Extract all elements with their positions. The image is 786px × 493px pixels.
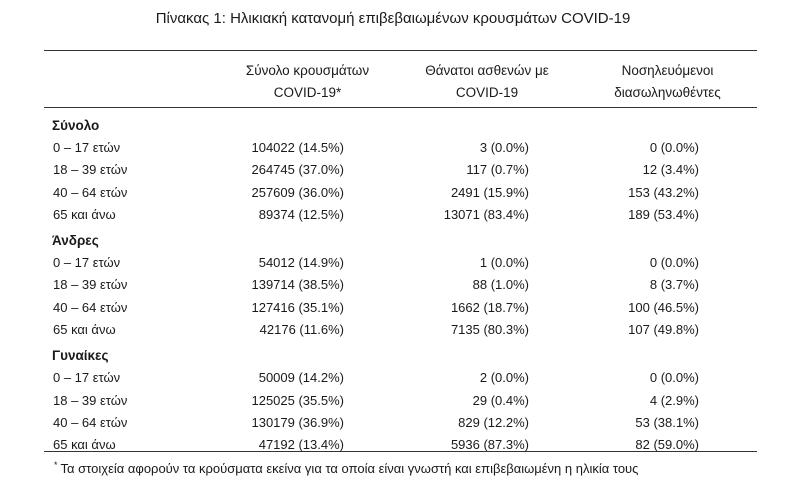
table-row: 65 και άνω 47192 (13.4%) 5936 (87.3%) 82 (5… bbox=[44, 434, 757, 456]
deaths-cell: 88 (1.0%) bbox=[472, 277, 529, 293]
age-group-cell: 65 και άνω bbox=[53, 206, 116, 222]
intubated-cell: 4 (2.9%) bbox=[649, 392, 699, 408]
bottom-rule bbox=[44, 451, 757, 452]
deaths-cell: 2491 (15.9%) bbox=[450, 184, 529, 200]
total-cases-cell: 50009 (14.2%) bbox=[258, 370, 344, 386]
header-total-cases-line2: COVID-19* bbox=[273, 85, 342, 100]
total-cases-cell: 54012 (14.9%) bbox=[258, 255, 344, 271]
deaths-cell: 5936 (87.3%) bbox=[450, 437, 529, 453]
intubated-cell: 82 (59.0%) bbox=[635, 437, 699, 453]
header-deaths: Θάνατοι ασθενών με COVID-19 bbox=[392, 60, 582, 104]
total-cases-cell: 130179 (36.9%) bbox=[251, 414, 344, 430]
total-cases-cell: 127416 (35.1%) bbox=[251, 299, 344, 315]
total-cases-cell: 257609 (36.0%) bbox=[251, 184, 344, 200]
header-intubated-line2: διασωληνωθέντες bbox=[614, 85, 721, 100]
intubated-cell: 189 (53.4%) bbox=[628, 206, 699, 222]
group-label: Γυναίκες bbox=[52, 348, 109, 364]
age-group-cell: 18 – 39 ετών bbox=[53, 277, 128, 293]
table-body: Σύνολο 0 – 17 ετών 104022 (14.5%) 3 (0.0%) 0… bbox=[44, 115, 757, 457]
total-cases-cell: 42176 (11.6%) bbox=[259, 322, 344, 338]
header-total-cases: Σύνολο κρουσμάτων COVID-19* bbox=[220, 60, 395, 104]
group-label: Άνδρες bbox=[52, 233, 99, 249]
table-row: 0 – 17 ετών 104022 (14.5%) 3 (0.0%) 0 (0.0%… bbox=[44, 137, 757, 159]
deaths-cell: 117 (0.7%) bbox=[466, 162, 529, 178]
top-rule bbox=[44, 50, 757, 51]
total-cases-cell: 104022 (14.5%) bbox=[251, 140, 344, 155]
deaths-cell: 1 (0.0%) bbox=[479, 255, 529, 271]
table-row: 0 – 17 ετών 50009 (14.2%) 2 (0.0%) 0 (0.0%) bbox=[44, 367, 757, 389]
age-group-cell: 0 – 17 ετών bbox=[53, 140, 121, 155]
intubated-cell: 8 (3.7%) bbox=[649, 277, 699, 293]
deaths-cell: 3 (0.0%) bbox=[479, 140, 529, 155]
intubated-cell: 12 (3.4%) bbox=[642, 162, 699, 178]
table-row: 40 – 64 ετών 257609 (36.0%) 2491 (15.9%) 15… bbox=[44, 182, 757, 204]
header-deaths-line1: Θάνατοι ασθενών με bbox=[425, 63, 549, 78]
intubated-cell: 0 (0.0%) bbox=[649, 140, 699, 155]
table-row: 65 και άνω 89374 (12.5%) 13071 (83.4%) 189 … bbox=[44, 204, 757, 226]
deaths-cell: 13071 (83.4%) bbox=[443, 206, 529, 222]
header-deaths-line2: COVID-19 bbox=[455, 85, 519, 100]
intubated-cell: 53 (38.1%) bbox=[635, 414, 699, 430]
deaths-cell: 829 (12.2%) bbox=[458, 414, 529, 430]
table-row: 40 – 64 ετών 130179 (36.9%) 829 (12.2%) 53 … bbox=[44, 412, 757, 434]
age-group-cell: 65 και άνω bbox=[53, 437, 116, 453]
footnote: * Τα στοιχεία αφορούν τα κρούσματα εκείνα… bbox=[54, 455, 638, 479]
table-row: 65 και άνω 42176 (11.6%) 7135 (80.3%) 107 (… bbox=[44, 319, 757, 341]
footnote-text: Τα στοιχεία αφορούν τα κρούσματα εκείνα … bbox=[60, 461, 639, 476]
header-intubated: Νοσηλευόμενοι διασωληνωθέντες bbox=[580, 60, 755, 104]
total-cases-cell: 47192 (13.4%) bbox=[258, 437, 344, 453]
intubated-cell: 107 (49.8%) bbox=[628, 322, 699, 338]
age-group-cell: 40 – 64 ετών bbox=[53, 184, 128, 200]
table-row: 40 – 64 ετών 127416 (35.1%) 1662 (18.7%) 10… bbox=[44, 297, 757, 319]
total-cases-cell: 89374 (12.5%) bbox=[258, 206, 344, 222]
total-cases-cell: 264745 (37.0%) bbox=[251, 162, 344, 178]
intubated-cell: 0 (0.0%) bbox=[649, 370, 699, 386]
header-total-cases-line1: Σύνολο κρουσμάτων bbox=[245, 63, 370, 78]
age-group-cell: 18 – 39 ετών bbox=[53, 162, 128, 178]
age-group-cell: 65 και άνω bbox=[53, 322, 116, 338]
deaths-cell: 1662 (18.7%) bbox=[450, 299, 529, 315]
group-label: Σύνολο bbox=[52, 118, 100, 133]
intubated-cell: 153 (43.2%) bbox=[628, 184, 699, 200]
age-group-cell: 0 – 17 ετών bbox=[53, 255, 121, 271]
deaths-cell: 2 (0.0%) bbox=[479, 370, 529, 386]
deaths-cell: 7135 (80.3%) bbox=[450, 322, 529, 338]
table-row: 0 – 17 ετών 54012 (14.9%) 1 (0.0%) 0 (0.0%) bbox=[44, 252, 757, 274]
table-row: 18 – 39 ετών 264745 (37.0%) 117 (0.7%) 12 (… bbox=[44, 159, 757, 181]
deaths-cell: 29 (0.4%) bbox=[472, 392, 529, 408]
age-group-cell: 0 – 17 ετών bbox=[53, 370, 121, 386]
table-title: Πίνακας 1: Ηλικιακή κατανομή επιβεβαιωμέ… bbox=[155, 10, 631, 27]
header-rule bbox=[44, 107, 757, 108]
intubated-cell: 0 (0.0%) bbox=[649, 255, 699, 271]
age-group-cell: 40 – 64 ετών bbox=[53, 299, 128, 315]
footnote-marker: * bbox=[54, 460, 58, 470]
age-group-cell: 40 – 64 ετών bbox=[53, 414, 128, 430]
total-cases-cell: 125025 (35.5%) bbox=[251, 392, 344, 408]
table-row: 18 – 39 ετών 125025 (35.5%) 29 (0.4%) 4 (2.… bbox=[44, 390, 757, 412]
age-group-cell: 18 – 39 ετών bbox=[53, 392, 128, 408]
total-cases-cell: 139714 (38.5%) bbox=[251, 277, 344, 293]
header-intubated-line1: Νοσηλευόμενοι bbox=[621, 63, 714, 78]
table-row: 18 – 39 ετών 139714 (38.5%) 88 (1.0%) 8 (3.… bbox=[44, 274, 757, 296]
intubated-cell: 100 (46.5%) bbox=[628, 299, 699, 315]
